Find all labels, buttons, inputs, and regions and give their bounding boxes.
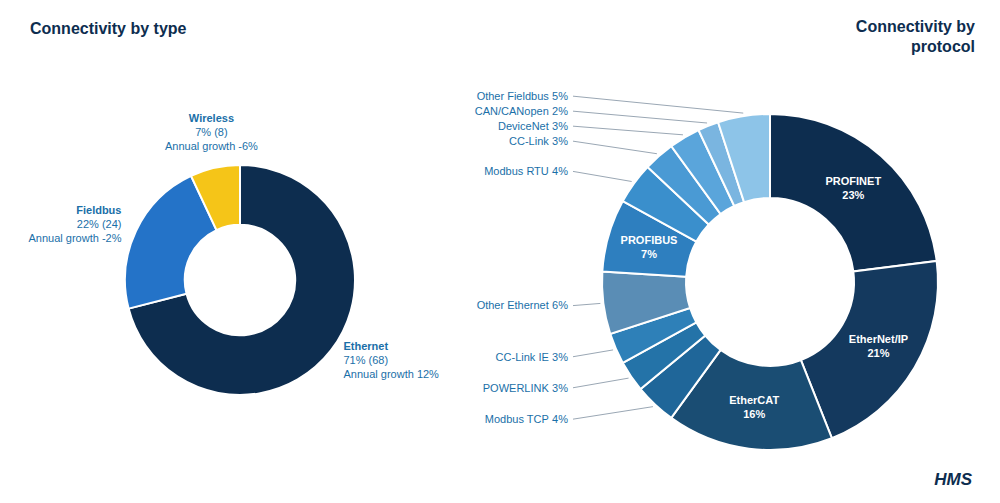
slice-label: Fieldbus 22% (24) Annual growth -2%	[29, 204, 122, 244]
label-category: Modbus TCP	[485, 413, 549, 425]
label-category: Modbus RTU	[484, 165, 549, 177]
title-line: protocol	[911, 38, 975, 55]
inside-label: EtherNet/IP 21%	[849, 333, 908, 359]
chart-title: Connectivity by type	[30, 20, 187, 37]
slice	[770, 114, 937, 271]
leader-line	[573, 111, 707, 123]
chart-svg: Connectivity by type Ethernet 71% (68) Annu…	[0, 0, 1000, 503]
chart-container: Connectivity by type Ethernet 71% (68) Annu…	[0, 0, 1000, 503]
label-category: Other Fieldbus	[477, 90, 550, 102]
data-label: 23%	[842, 188, 864, 200]
slice	[602, 271, 690, 333]
label-category: CC-Link	[509, 135, 549, 147]
outside-label: Other Fieldbus5%	[477, 90, 569, 102]
data-label: 71% (68)	[344, 354, 389, 366]
outside-label: Modbus TCP4%	[485, 413, 568, 425]
label-category: Other Ethernet	[477, 299, 549, 311]
outside-label: CC-Link IE3%	[496, 351, 569, 363]
data-label: 2%	[552, 105, 568, 117]
title-line: Connectivity by type	[30, 20, 187, 37]
leader-line	[573, 96, 743, 113]
annotation: Annual growth -2%	[29, 232, 122, 244]
leader-line	[573, 350, 613, 357]
data-label: 6%	[552, 299, 568, 311]
data-label: 4%	[552, 413, 568, 425]
annotation: HMS	[934, 470, 972, 489]
label-category: POWERLINK	[483, 382, 550, 394]
inside-label: PROFINET 23%	[826, 174, 882, 200]
label-category: Wireless	[189, 112, 234, 124]
leader-line	[573, 407, 653, 420]
data-label: 3%	[552, 135, 568, 147]
annotation: Annual growth 12%	[344, 368, 440, 380]
outside-label: CAN/CANopen2%	[475, 105, 568, 117]
outside-label: POWERLINK3%	[483, 382, 568, 394]
title-line: Connectivity by	[856, 18, 975, 35]
chart-group: Connectivity by type Ethernet 71% (68) Annu…	[29, 20, 440, 395]
data-label: 7%	[641, 248, 657, 260]
label-category: Fieldbus	[76, 204, 121, 216]
data-label: 22% (24)	[77, 218, 122, 230]
label-category: EtherCAT	[729, 394, 779, 406]
outside-label: DeviceNet3%	[498, 120, 568, 132]
inside-label: PROFIBUS 7%	[621, 234, 678, 260]
outside-label: CC-Link3%	[509, 135, 568, 147]
leader-line	[573, 378, 629, 388]
chart-title: Connectivity by protocol	[856, 18, 975, 55]
slice	[718, 114, 770, 202]
donut: PROFINET 23% EtherNet/IP 21% EtherCAT 16% PROF…	[475, 90, 938, 450]
labels: PROFINET 23% EtherNet/IP 21% EtherCAT 16% PROF…	[475, 90, 908, 425]
data-label: 16%	[743, 408, 765, 420]
slices	[125, 165, 355, 395]
outside-label: Modbus RTU4%	[484, 165, 568, 177]
donut: Ethernet 71% (68) Annual growth 12% Fieldbu…	[29, 112, 440, 395]
data-label: 4%	[552, 165, 568, 177]
label-category: DeviceNet	[498, 120, 549, 132]
slice-label: Wireless 7% (8) Annual growth -6%	[165, 112, 258, 152]
data-label: 3%	[552, 351, 568, 363]
outside-label: Other Ethernet6%	[477, 299, 569, 311]
slices	[602, 114, 938, 450]
data-label: 3%	[552, 382, 568, 394]
data-label: 3%	[552, 120, 568, 132]
chart-group: Connectivity by protocol PROFINET 23% EtherN…	[475, 18, 975, 489]
label-category: PROFIBUS	[621, 234, 678, 246]
data-label: 21%	[867, 347, 889, 359]
leader-line	[573, 303, 600, 305]
label-category: Ethernet	[344, 340, 389, 352]
annotation: Annual growth -6%	[165, 140, 258, 152]
labels: Ethernet 71% (68) Annual growth 12% Fieldbu…	[29, 112, 440, 380]
label-category: CAN/CANopen	[475, 105, 549, 117]
leader-line	[573, 141, 657, 154]
label-category: CC-Link IE	[496, 351, 549, 363]
data-label: 7% (8)	[195, 126, 227, 138]
data-label: 5%	[552, 90, 568, 102]
leader-line	[573, 171, 632, 181]
leader-line	[573, 126, 683, 135]
slice-label: Ethernet 71% (68) Annual growth 12%	[344, 340, 440, 380]
inside-label: EtherCAT 16%	[729, 394, 779, 420]
label-category: EtherNet/IP	[849, 333, 908, 345]
label-category: PROFINET	[826, 174, 882, 186]
slice	[191, 165, 240, 230]
